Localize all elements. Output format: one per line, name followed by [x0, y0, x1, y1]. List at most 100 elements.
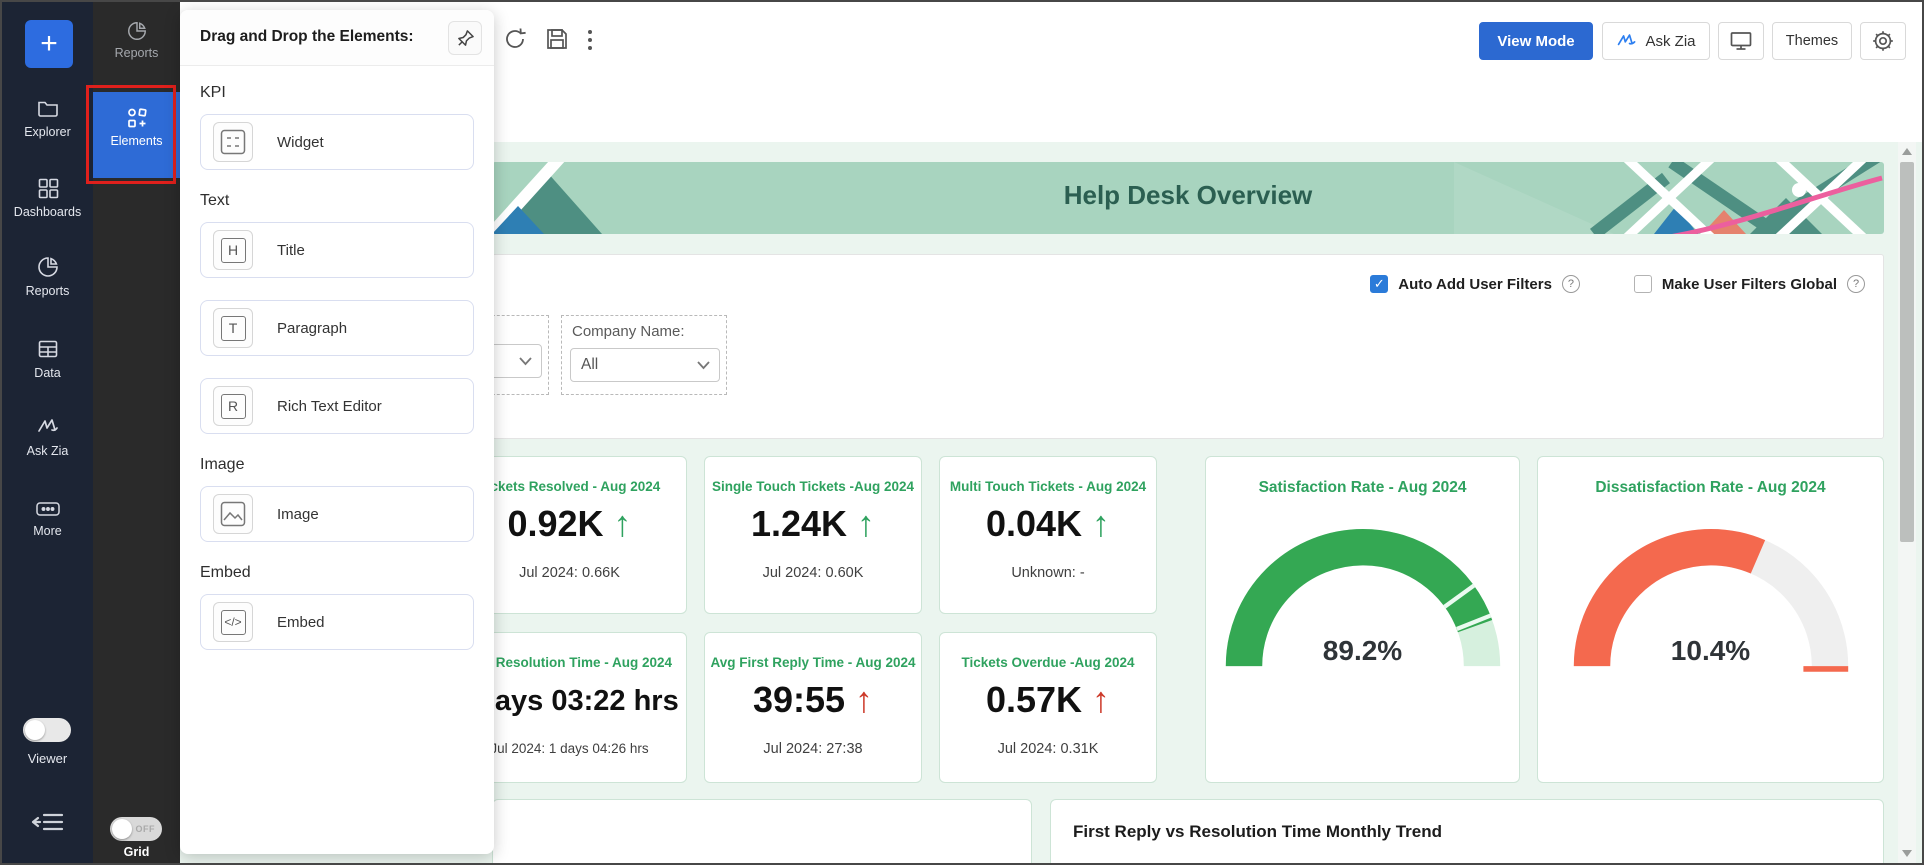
banner-decoration-left	[492, 162, 602, 234]
pin-icon	[457, 29, 474, 46]
monitor-icon	[1730, 32, 1752, 50]
tool-rail: Reports Elements	[93, 2, 180, 863]
company-filter-label: Company Name:	[572, 323, 685, 340]
auto-add-help-icon[interactable]: ?	[1561, 275, 1580, 293]
collapse-sidebar-button[interactable]	[30, 808, 66, 841]
sidebar-item-data[interactable]: Data	[2, 337, 93, 380]
kpi-title: Avg First Reply Time - Aug 2024	[710, 655, 916, 670]
sidebar-item-dashboards[interactable]: Dashboards	[2, 176, 93, 219]
company-filter-box: Company Name: All	[561, 315, 727, 395]
refresh-icon	[506, 28, 526, 48]
kpi-card-multi-touch[interactable]: Multi Touch Tickets - Aug 2024 0.04K ↑ U…	[939, 456, 1157, 614]
grid-toggle[interactable]: OFF	[110, 817, 162, 841]
filters-section: ✓ Auto Add User Filters ? Make User Filt…	[423, 254, 1884, 439]
scrollbar-thumb[interactable]	[1900, 162, 1914, 542]
dissatisfaction-gauge	[1538, 519, 1883, 681]
kpi-title: Single Touch Tickets -Aug 2024	[711, 479, 915, 494]
element-widget[interactable]: Widget	[200, 114, 474, 170]
viewer-toggle-knob	[25, 720, 45, 740]
sidebar-item-more[interactable]: More	[2, 499, 93, 538]
vertical-scrollbar	[1898, 142, 1916, 863]
pie-chart-icon	[127, 22, 146, 40]
element-paragraph[interactable]: T Paragraph	[200, 300, 474, 356]
kebab-icon	[588, 30, 592, 50]
dashboards-icon	[38, 178, 58, 199]
rail-item-elements[interactable]: Elements	[93, 92, 180, 178]
gauge-value: 10.4%	[1670, 635, 1751, 666]
make-user-filters-global-checkbox[interactable]	[1633, 275, 1652, 293]
auto-add-user-filters-label: Auto Add User Filters	[1398, 275, 1552, 293]
element-rich-text-editor[interactable]: R Rich Text Editor	[200, 378, 474, 434]
kpi-comparison: Jul 2024: 0.66K	[519, 565, 620, 581]
kpi-title: Tickets Resolved - Aug 2024	[478, 479, 661, 494]
kpi-card-single-touch[interactable]: Single Touch Tickets -Aug 2024 1.24K ↑ J…	[704, 456, 922, 614]
view-mode-button[interactable]: View Mode	[1479, 22, 1593, 60]
dashboard-title: Help Desk Overview	[1063, 180, 1313, 210]
trend-up-icon: ↑	[1092, 679, 1111, 720]
grid-toggle-label: Grid	[123, 845, 150, 859]
kpi-card-tickets-overdue[interactable]: Tickets Overdue -Aug 2024 0.57K ↑ Jul 20…	[939, 632, 1157, 783]
sidebar-item-explorer[interactable]: Explorer	[2, 96, 93, 139]
make-user-filters-global-label: Make User Filters Global	[1661, 275, 1837, 293]
save-icon	[547, 29, 567, 49]
sidebar: + Explorer Dashboards Reports Data Ask Z…	[2, 2, 93, 863]
element-embed[interactable]: </> Embed	[200, 594, 474, 650]
kpi-title: Multi Touch Tickets - Aug 2024	[949, 479, 1147, 494]
rail-item-reports[interactable]: Reports	[93, 20, 180, 60]
sidebar-item-reports[interactable]: Reports	[2, 255, 93, 298]
pie-chart-icon	[37, 257, 58, 277]
ask-zia-button[interactable]: Ask Zia	[1602, 22, 1710, 60]
collapse-icon	[31, 813, 64, 831]
table-icon	[38, 340, 57, 358]
kpi-comparison: Jul 2024: 0.60K	[762, 565, 864, 581]
create-new-button[interactable]: +	[25, 20, 73, 68]
grid-toggle-knob	[112, 819, 132, 839]
trend-chart-card[interactable]: First Reply vs Resolution Time Monthly T…	[1050, 799, 1884, 863]
elements-icon	[127, 108, 147, 128]
section-title-kpi: KPI	[200, 84, 226, 101]
trend-chart-title: First Reply vs Resolution Time Monthly T…	[1073, 822, 1443, 841]
kpi-card-avg-first-reply[interactable]: Avg First Reply Time - Aug 2024 39:55 ↑ …	[704, 632, 922, 783]
auto-add-user-filters-checkbox[interactable]: ✓	[1370, 275, 1389, 293]
more-options-button[interactable]	[586, 28, 594, 57]
gauge-tick	[1455, 613, 1491, 631]
gauge-card-satisfaction[interactable]: Satisfaction Rate - Aug 2024 89.2%	[1205, 456, 1520, 783]
kpi-value: 1.24K ↑	[750, 503, 876, 544]
kpi-value: 0.04K ↑	[985, 503, 1111, 544]
viewer-toggle-label: Viewer	[27, 751, 68, 766]
scroll-down-arrow[interactable]	[1902, 850, 1912, 857]
zia-icon	[1618, 34, 1636, 46]
title-icon: H	[213, 230, 253, 270]
save-button[interactable]	[544, 26, 570, 57]
kpi-comparison: Jul 2024: 0.31K	[997, 741, 1099, 757]
sidebar-item-ask-zia[interactable]: Ask Zia	[2, 415, 93, 458]
themes-button[interactable]: Themes	[1772, 22, 1852, 60]
kpi-comparison: Jul 2024: 27:38	[763, 741, 863, 757]
gauge-title: Satisfaction Rate - Aug 2024	[1258, 479, 1467, 496]
viewer-toggle[interactable]	[23, 718, 71, 742]
folder-icon	[37, 101, 58, 117]
elements-panel: Drag and Drop the Elements: KPI Widget T…	[180, 10, 494, 854]
bottom-left-chart-card[interactable]	[492, 799, 1032, 863]
element-title[interactable]: H Title	[200, 222, 474, 278]
more-icon	[35, 502, 60, 516]
widget-icon	[213, 122, 253, 162]
company-filter-value: All	[581, 356, 599, 373]
elements-panel-title: Drag and Drop the Elements:	[200, 28, 414, 45]
scroll-up-arrow[interactable]	[1902, 148, 1912, 155]
refresh-button[interactable]	[502, 26, 528, 57]
pin-panel-button[interactable]	[448, 21, 482, 55]
global-help-icon[interactable]: ?	[1847, 275, 1865, 293]
kpi-value: 0.57K ↑	[985, 679, 1111, 720]
gauge-value: 89.2%	[1322, 635, 1403, 666]
gauge-title: Dissatisfaction Rate - Aug 2024	[1595, 479, 1826, 496]
section-title-image: Image	[200, 456, 245, 473]
rich-text-icon: R	[213, 386, 253, 426]
presentation-button[interactable]	[1718, 22, 1764, 60]
settings-button[interactable]	[1860, 22, 1906, 60]
element-image[interactable]: Image	[200, 486, 474, 542]
company-filter-select[interactable]: All	[570, 348, 720, 382]
gauge-card-dissatisfaction[interactable]: Dissatisfaction Rate - Aug 2024 10.4%	[1537, 456, 1884, 783]
trend-up-icon: ↑	[1092, 503, 1111, 544]
elements-panel-header: Drag and Drop the Elements:	[180, 10, 494, 66]
